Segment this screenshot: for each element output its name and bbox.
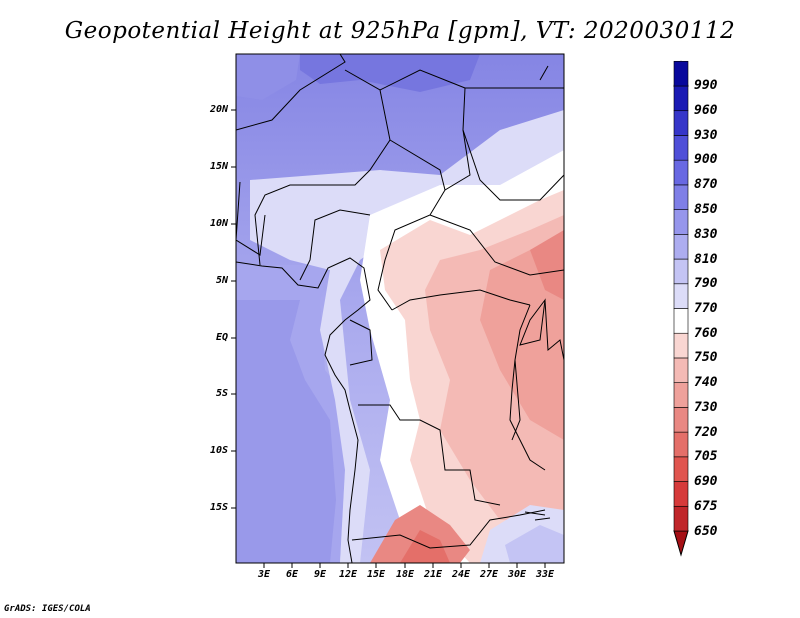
colorbar-label-830: 830 bbox=[694, 227, 718, 242]
colorbar-swatch bbox=[673, 407, 689, 433]
colorbar-swatch bbox=[673, 505, 689, 532]
lon-label-6e: 6E bbox=[285, 569, 299, 580]
lavender-band bbox=[250, 110, 564, 563]
map-boundaries bbox=[236, 54, 564, 563]
lat-label-5n: 5N bbox=[215, 275, 228, 286]
lat-label-10n: 10N bbox=[209, 218, 228, 229]
border-nigeria bbox=[299, 209, 371, 281]
grads-credit: GrADS: IGES/COLA bbox=[4, 604, 91, 614]
lon-label-33e: 33E bbox=[535, 569, 555, 580]
colorbar-label-675: 675 bbox=[694, 499, 718, 514]
lon-label-15e: 15E bbox=[366, 569, 386, 580]
lake-tanganyika bbox=[511, 359, 521, 441]
shaded-field bbox=[236, 54, 564, 563]
lat-label-15s: 15S bbox=[209, 502, 228, 513]
colorbar-swatch bbox=[673, 357, 689, 383]
colorbar-swatch bbox=[673, 431, 689, 458]
colorbar-swatch bbox=[673, 382, 689, 408]
deep-blue-north bbox=[300, 54, 480, 92]
colorbar-swatch bbox=[673, 283, 689, 309]
lon-label-18e: 18E bbox=[395, 569, 415, 580]
deep-pink-east bbox=[480, 235, 564, 440]
lon-ticks bbox=[263, 563, 546, 568]
border-car-south bbox=[429, 214, 564, 276]
colorbar-label-870: 870 bbox=[694, 177, 718, 192]
border-south-misc bbox=[524, 511, 551, 521]
border-west-africa bbox=[236, 181, 266, 256]
colorbar-label-770: 770 bbox=[694, 301, 718, 316]
colorbar-swatch bbox=[673, 85, 689, 112]
colorbar-label-720: 720 bbox=[694, 425, 718, 440]
southeast-blue bbox=[505, 525, 564, 563]
colorbar bbox=[673, 60, 689, 557]
coastline bbox=[236, 257, 371, 563]
lake-victoria bbox=[519, 298, 546, 346]
colorbar-swatch bbox=[673, 60, 689, 87]
colorbar-label-740: 740 bbox=[694, 375, 718, 390]
border-kenya bbox=[544, 299, 564, 361]
colorbar-swatch bbox=[673, 456, 689, 482]
colorbar-swatch bbox=[673, 110, 689, 136]
colorbar-swatch bbox=[673, 159, 689, 186]
colorbar-label-990: 990 bbox=[694, 78, 718, 93]
lat-label-10s: 10S bbox=[209, 445, 228, 456]
colorbar-swatch bbox=[673, 234, 689, 260]
colorbar-under-arrow bbox=[673, 530, 689, 557]
atlantic-deeper-blue bbox=[236, 300, 336, 563]
border-west-a bbox=[254, 69, 391, 266]
colorbar-swatch bbox=[673, 308, 689, 334]
border-chad bbox=[379, 69, 471, 191]
border-gabon bbox=[349, 319, 373, 366]
coast-egypt bbox=[539, 65, 549, 81]
border-drc-east bbox=[509, 304, 546, 471]
lat-ticks bbox=[231, 109, 236, 509]
colorbar-label-930: 930 bbox=[694, 128, 718, 143]
east-highland-pink bbox=[530, 230, 564, 300]
colorbar-label-730: 730 bbox=[694, 400, 718, 415]
border-namibia bbox=[351, 509, 546, 549]
lon-label-3e: 3E bbox=[257, 569, 271, 580]
colorbar-label-900: 900 bbox=[694, 152, 718, 167]
colorbar-label-850: 850 bbox=[694, 202, 718, 217]
colorbar-label-705: 705 bbox=[694, 449, 718, 464]
lat-label-5s: 5S bbox=[215, 388, 228, 399]
border-north-a bbox=[236, 54, 346, 131]
northwest-blue bbox=[236, 54, 300, 100]
colorbar-swatch bbox=[673, 135, 689, 161]
map-title: Geopotential Height at 925hPa [gpm], VT:… bbox=[64, 18, 736, 44]
lon-label-12e: 12E bbox=[338, 569, 358, 580]
lon-label-24e: 24E bbox=[451, 569, 471, 580]
border-sudan bbox=[462, 129, 564, 201]
colorbar-label-790: 790 bbox=[694, 276, 718, 291]
lon-label-27e: 27E bbox=[479, 569, 499, 580]
lat-label-eq: EQ bbox=[215, 332, 228, 343]
lon-label-21e: 21E bbox=[423, 569, 443, 580]
border-car-cameroon bbox=[377, 189, 446, 311]
lon-label-30e: 30E bbox=[507, 569, 527, 580]
colorbar-label-650: 650 bbox=[694, 524, 718, 539]
lon-label-9e: 9E bbox=[313, 569, 327, 580]
colorbar-swatch bbox=[673, 209, 689, 235]
map-frame bbox=[235, 53, 565, 564]
colorbar-label-690: 690 bbox=[694, 474, 718, 489]
colorbar-swatch bbox=[673, 258, 689, 285]
colorbar-label-810: 810 bbox=[694, 252, 718, 267]
colorbar-swatch bbox=[673, 481, 689, 507]
colorbar-swatch bbox=[673, 332, 689, 359]
lat-label-20n: 20N bbox=[209, 104, 228, 115]
colorbar-swatch bbox=[673, 184, 689, 210]
colorbar-label-750: 750 bbox=[694, 350, 718, 365]
colorbar-label-960: 960 bbox=[694, 103, 718, 118]
border-drc-north bbox=[391, 289, 531, 311]
south-deep-red bbox=[400, 530, 450, 563]
lat-label-15n: 15N bbox=[209, 161, 228, 172]
colorbar-label-760: 760 bbox=[694, 326, 718, 341]
border-angola-drc bbox=[358, 404, 501, 506]
